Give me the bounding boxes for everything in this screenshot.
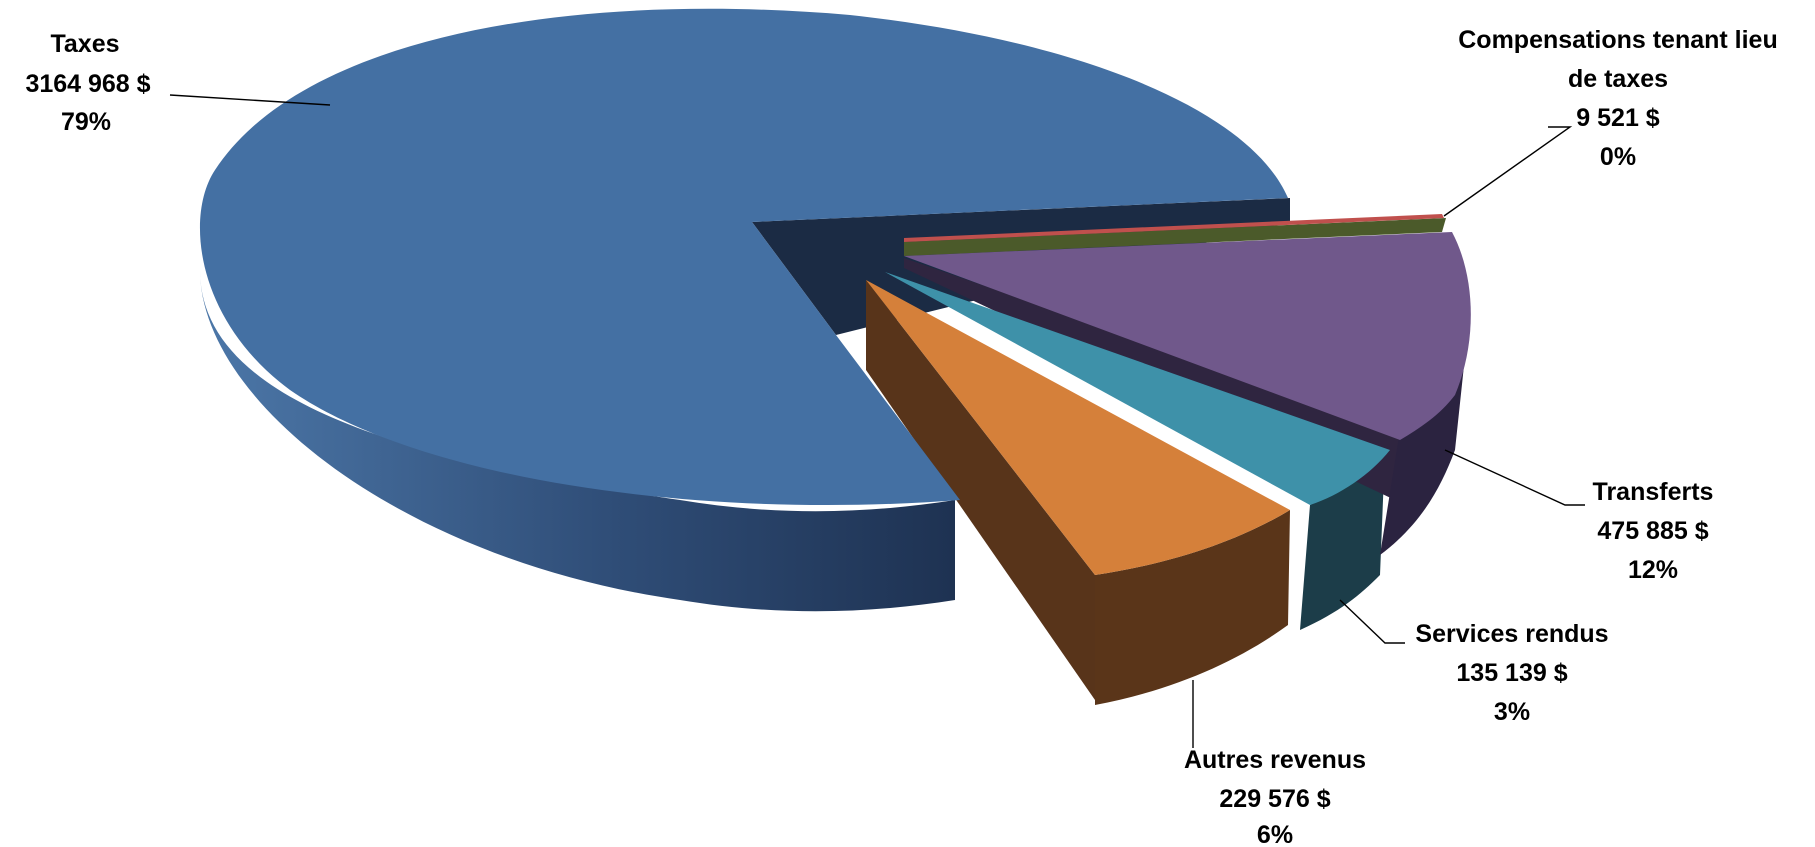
label-services-rendus-value: 135 139 $	[1456, 659, 1567, 687]
leader-line-compensations	[1443, 126, 1573, 217]
label-autres-revenus-percent: 6%	[1257, 821, 1293, 847]
label-services-rendus-percent: 3%	[1494, 698, 1530, 726]
leader-line-taxes	[169, 94, 331, 106]
label-services-rendus: Services rendus 135 139 $ 3%	[1415, 620, 1608, 726]
slice-taxes	[199, 8, 1289, 506]
label-compensations-percent: 0%	[1600, 143, 1636, 171]
label-compensations: Compensations tenant lieu de taxes 9 521…	[1458, 26, 1777, 171]
label-taxes-percent: 79%	[61, 108, 111, 136]
slice-transferts	[904, 232, 1471, 440]
slice-services-rendus	[885, 272, 1390, 505]
leader-line-services-rendus	[1339, 599, 1405, 644]
slice-compensations	[904, 214, 1444, 242]
label-transferts-name: Transferts	[1593, 478, 1714, 506]
label-taxes-name: Taxes	[50, 30, 119, 58]
slice-taxes-side	[200, 270, 955, 612]
label-services-rendus-name: Services rendus	[1415, 620, 1608, 648]
label-autres-revenus-value: 229 576 $	[1219, 785, 1330, 813]
slice-autres-revenus-inner-wall	[866, 280, 1095, 700]
label-compensations-value: 9 521 $	[1576, 104, 1660, 132]
label-transferts: Transferts 475 885 $ 12%	[1593, 478, 1714, 584]
label-autres-revenus-name: Autres revenus	[1184, 746, 1366, 774]
label-autres-revenus: Autres revenus 229 576 $ 6%	[1184, 746, 1366, 847]
slice-compensations-side	[904, 218, 1446, 256]
slice-services-rendus-side	[1300, 450, 1385, 630]
label-transferts-percent: 12%	[1628, 556, 1678, 584]
label-transferts-value: 475 885 $	[1597, 517, 1708, 545]
label-compensations-name-line2: de taxes	[1568, 65, 1668, 93]
slice-autres-revenus-side	[1095, 510, 1290, 705]
label-taxes-value: 3164 968 $	[25, 70, 150, 98]
slice-autres-revenus	[866, 280, 1290, 575]
label-taxes: Taxes 3164 968 $ 79%	[25, 30, 150, 136]
label-compensations-name-line1: Compensations tenant lieu	[1458, 26, 1777, 54]
leader-line-transferts	[1444, 449, 1585, 506]
